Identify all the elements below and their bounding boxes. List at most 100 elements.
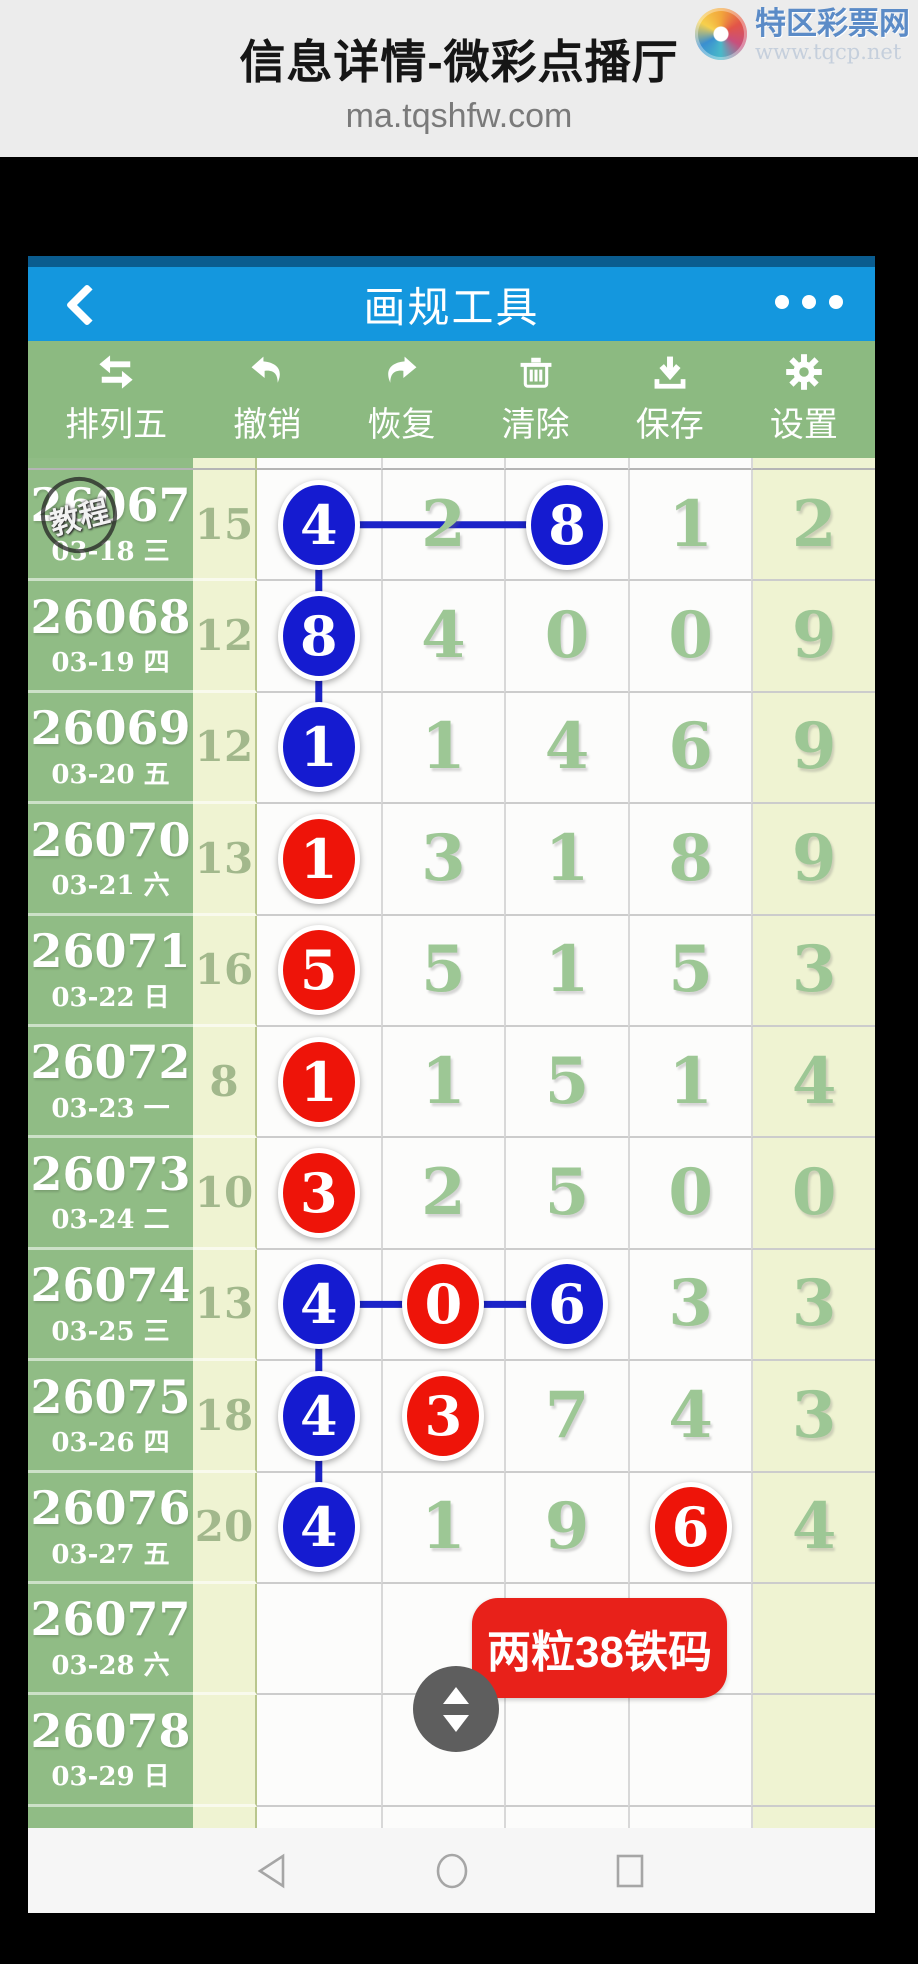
marked-number-blue[interactable]: 4 (277, 1259, 360, 1350)
digit-cell[interactable]: 2 (380, 1138, 505, 1250)
digit-cell[interactable]: 0 (504, 581, 628, 693)
table-row: 26075 03-26 四 18 4 3 7 4 3 (28, 1361, 875, 1473)
marked-number-red[interactable]: 1 (277, 1036, 360, 1127)
marked-number-blue[interactable]: 8 (525, 479, 608, 570)
digit-cell[interactable]: 6 (627, 1472, 752, 1584)
marked-number-red[interactable]: 0 (402, 1259, 485, 1350)
digit-cell[interactable] (380, 458, 505, 470)
digit-cell[interactable] (751, 1583, 875, 1696)
digit-cell[interactable] (504, 1806, 628, 1828)
digit-cell[interactable]: 5 (627, 915, 752, 1027)
digit-cell[interactable]: 1 (504, 915, 628, 1027)
marked-number-red[interactable]: 5 (277, 925, 360, 1016)
digit-cell[interactable]: 8 (627, 804, 752, 916)
toolbar-button-clear[interactable]: 清除 (502, 353, 570, 446)
digit-cell[interactable] (627, 1695, 752, 1807)
digit-cell[interactable]: 4 (751, 1026, 875, 1139)
digit-cell[interactable]: 4 (504, 692, 628, 805)
digit-cell[interactable]: 1 (257, 804, 381, 916)
digit-cell[interactable] (504, 458, 628, 470)
digit-cell[interactable]: 3 (627, 1249, 752, 1362)
number: 4 (791, 1043, 837, 1119)
digit-cell[interactable]: 1 (504, 804, 628, 916)
digit-cell[interactable]: 0 (751, 1138, 875, 1250)
digit-cell[interactable]: 1 (257, 1026, 381, 1139)
digit-cell[interactable]: 7 (504, 1361, 628, 1473)
digit-cell[interactable] (751, 1806, 875, 1828)
digit-cell[interactable]: 4 (751, 1472, 875, 1584)
digit-cell[interactable] (627, 458, 752, 470)
digit-cell[interactable]: 1 (380, 692, 505, 805)
digit-cell[interactable]: 1 (257, 692, 381, 805)
digit-cell[interactable]: 6 (504, 1249, 628, 1362)
digit-cell[interactable]: 3 (751, 915, 875, 1027)
digit-cell[interactable]: 4 (627, 1361, 752, 1473)
digit-cell[interactable]: 9 (751, 804, 875, 916)
digit-cell[interactable] (257, 1695, 381, 1807)
digit-cell[interactable] (257, 458, 381, 470)
digit-cell[interactable] (380, 1806, 505, 1828)
back-triangle-button[interactable] (251, 1848, 297, 1894)
digit-cell[interactable]: 3 (257, 1138, 381, 1250)
digit-cell[interactable]: 8 (504, 470, 628, 582)
marked-number-red[interactable]: 6 (649, 1482, 732, 1573)
back-button[interactable] (64, 285, 104, 325)
digit-cell[interactable]: 3 (380, 1361, 505, 1473)
marked-number-red[interactable]: 3 (277, 1148, 360, 1239)
home-circle-button[interactable] (429, 1848, 475, 1894)
marked-number-blue[interactable]: 4 (277, 1370, 360, 1461)
number: 5 (544, 1043, 590, 1119)
digit-cell[interactable] (504, 1695, 628, 1807)
status-strip (28, 256, 875, 267)
prediction-badge[interactable]: 两粒38铁码 (472, 1598, 727, 1698)
digit-cell[interactable]: 1 (380, 1472, 505, 1584)
toolbar-button-mode[interactable]: 排列五 (65, 353, 167, 446)
marked-number-blue[interactable]: 1 (277, 702, 360, 793)
toolbar-button-settings[interactable]: 设置 (770, 353, 838, 446)
digit-cell[interactable]: 1 (627, 1026, 752, 1139)
digit-cell[interactable]: 0 (627, 1138, 752, 1250)
digit-cell[interactable]: 5 (257, 915, 381, 1027)
digit-cell[interactable]: 6 (627, 692, 752, 805)
period-cell: 26076 03-27 五 (28, 1472, 193, 1584)
digit-cell[interactable]: 5 (504, 1026, 628, 1139)
digit-cell[interactable]: 2 (751, 470, 875, 582)
digit-cell[interactable] (751, 458, 875, 470)
digit-cell[interactable]: 2 (380, 470, 505, 582)
more-menu-button[interactable] (775, 295, 843, 309)
marked-number-red[interactable]: 3 (402, 1370, 485, 1461)
digit-cell[interactable]: 5 (504, 1138, 628, 1250)
digit-cell[interactable]: 9 (751, 581, 875, 693)
digit-cell[interactable]: 1 (380, 1026, 505, 1139)
marked-number-blue[interactable]: 4 (277, 479, 360, 570)
toolbar-button-undo[interactable]: 撤销 (233, 353, 301, 446)
digit-cell[interactable]: 4 (257, 1472, 381, 1584)
digit-cell[interactable]: 3 (751, 1249, 875, 1362)
marked-number-red[interactable]: 1 (277, 813, 360, 904)
partial-row (28, 458, 875, 470)
recents-square-button[interactable] (607, 1848, 653, 1894)
drag-handle[interactable] (413, 1666, 499, 1752)
marked-number-blue[interactable]: 8 (277, 591, 360, 682)
digit-cell[interactable]: 1 (627, 470, 752, 582)
digit-cell[interactable]: 5 (380, 915, 505, 1027)
digit-cell[interactable]: 0 (380, 1249, 505, 1362)
digit-cell[interactable]: 0 (627, 581, 752, 693)
digit-cell[interactable]: 9 (504, 1472, 628, 1584)
marked-number-blue[interactable]: 6 (525, 1259, 608, 1350)
digit-cell[interactable]: 8 (257, 581, 381, 693)
digit-cell[interactable] (257, 1806, 381, 1828)
digit-cell[interactable]: 3 (380, 804, 505, 916)
toolbar-button-redo[interactable]: 恢复 (367, 353, 435, 446)
toolbar-button-save[interactable]: 保存 (636, 353, 704, 446)
digit-cell[interactable]: 4 (257, 1249, 381, 1362)
digit-cell[interactable]: 9 (751, 692, 875, 805)
digit-cell[interactable]: 4 (257, 470, 381, 582)
digit-cell[interactable] (257, 1583, 381, 1696)
marked-number-blue[interactable]: 4 (277, 1482, 360, 1573)
digit-cell[interactable] (627, 1806, 752, 1828)
digit-cell[interactable]: 3 (751, 1361, 875, 1473)
digit-cell[interactable] (751, 1695, 875, 1807)
digit-cell[interactable]: 4 (257, 1361, 381, 1473)
digit-cell[interactable]: 4 (380, 581, 505, 693)
